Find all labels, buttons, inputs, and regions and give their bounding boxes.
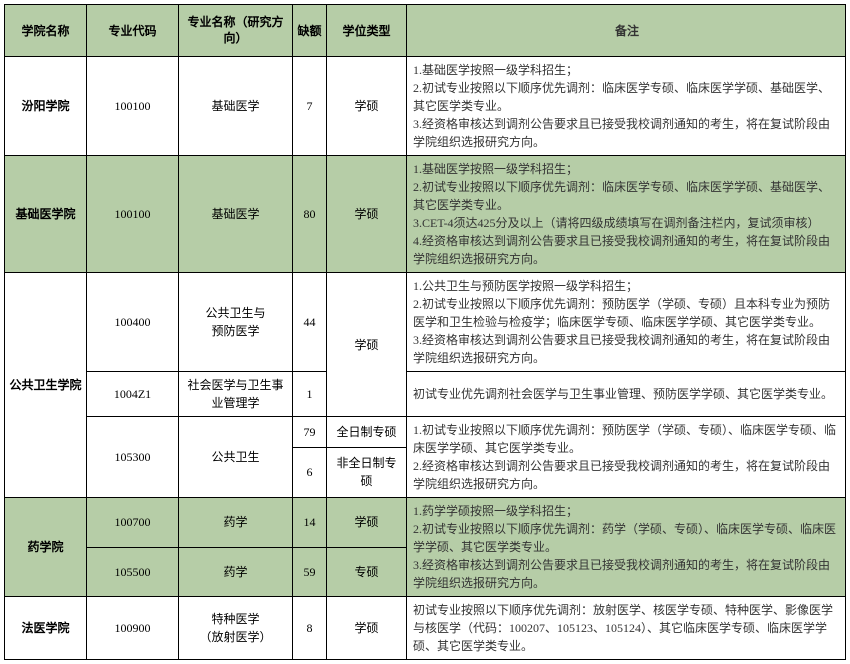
cell-school: 汾阳学院 xyxy=(5,57,87,156)
cell-major: 特种医学（放射医学） xyxy=(179,597,293,660)
cell-notes: 1.基础医学按照一级学科招生；2.初试专业按照以下顺序优先调剂：临床医学专硕、临… xyxy=(407,156,846,273)
cell-notes: 1.基础医学按照一级学科招生；2.初试专业按照以下顺序优先调剂：临床医学专硕、临… xyxy=(407,57,846,156)
cell-school: 基础医学院 xyxy=(5,156,87,273)
header-code: 专业代码 xyxy=(87,5,179,57)
cell-code: 100900 xyxy=(87,597,179,660)
cell-degree: 全日制专硕 xyxy=(327,417,407,447)
cell-major: 公共卫生 xyxy=(179,417,293,498)
cell-major: 公共卫生与预防医学 xyxy=(179,273,293,372)
header-degree: 学位类型 xyxy=(327,5,407,57)
cell-quota: 59 xyxy=(293,547,327,597)
header-major: 专业名称（研究方向） xyxy=(179,5,293,57)
cell-quota: 80 xyxy=(293,156,327,273)
header-school: 学院名称 xyxy=(5,5,87,57)
cell-degree: 学硕 xyxy=(327,273,407,417)
table-row: 公共卫生学院100400公共卫生与预防医学44学硕1.公共卫生与预防医学按照一级… xyxy=(5,273,846,372)
table-row: 基础医学院100100基础医学80学硕1.基础医学按照一级学科招生；2.初试专业… xyxy=(5,156,846,273)
cell-major: 社会医学与卫生事业管理学 xyxy=(179,372,293,417)
header-quota: 缺额 xyxy=(293,5,327,57)
cell-school: 药学院 xyxy=(5,498,87,597)
cell-notes: 1.初试专业按照以下顺序优先调剂：预防医学（学硕、专硕）、临床医学专硕、临床医学… xyxy=(407,417,846,498)
cell-major: 药学 xyxy=(179,498,293,548)
cell-degree: 学硕 xyxy=(327,156,407,273)
table-row: 105300公共卫生79全日制专硕1.初试专业按照以下顺序优先调剂：预防医学（学… xyxy=(5,417,846,447)
table-row: 汾阳学院100100基础医学7学硕1.基础医学按照一级学科招生；2.初试专业按照… xyxy=(5,57,846,156)
cell-major: 药学 xyxy=(179,547,293,597)
cell-degree: 学硕 xyxy=(327,597,407,660)
cell-notes: 初试专业按照以下顺序优先调剂：放射医学、核医学专硕、特种医学、影像医学与核医学（… xyxy=(407,597,846,660)
cell-code: 105300 xyxy=(87,417,179,498)
table-row: 法医学院100900特种医学（放射医学）8学硕初试专业按照以下顺序优先调剂：放射… xyxy=(5,597,846,660)
cell-code: 100400 xyxy=(87,273,179,372)
cell-quota: 44 xyxy=(293,273,327,372)
header-row: 学院名称 专业代码 专业名称（研究方向） 缺额 学位类型 备注 xyxy=(5,5,846,57)
cell-degree: 学硕 xyxy=(327,57,407,156)
admissions-table: 学院名称 专业代码 专业名称（研究方向） 缺额 学位类型 备注 汾阳学院1001… xyxy=(4,4,846,660)
cell-degree: 学硕 xyxy=(327,498,407,548)
cell-code: 100700 xyxy=(87,498,179,548)
cell-quota: 6 xyxy=(293,447,327,498)
cell-code: 1004Z1 xyxy=(87,372,179,417)
cell-code: 105500 xyxy=(87,547,179,597)
cell-code: 100100 xyxy=(87,57,179,156)
header-notes: 备注 xyxy=(407,5,846,57)
table-row: 1004Z1社会医学与卫生事业管理学1 初试专业优先调剂社会医学与卫生事业管理、预… xyxy=(5,372,846,417)
cell-notes: 1.药学学硕按照一级学科招生；2.初试专业按照以下顺序优先调剂：药学（学硕、专硕… xyxy=(407,498,846,597)
table-body: 汾阳学院100100基础医学7学硕1.基础医学按照一级学科招生；2.初试专业按照… xyxy=(5,57,846,660)
cell-quota: 79 xyxy=(293,417,327,447)
cell-major: 基础医学 xyxy=(179,156,293,273)
cell-quota: 7 xyxy=(293,57,327,156)
cell-code: 100100 xyxy=(87,156,179,273)
cell-notes: 1.公共卫生与预防医学按照一级学科招生；2.初试专业按照以下顺序优先调剂：预防医… xyxy=(407,273,846,372)
cell-quota: 1 xyxy=(293,372,327,417)
cell-school: 法医学院 xyxy=(5,597,87,660)
table-row: 药学院100700药学14学硕1.药学学硕按照一级学科招生；2.初试专业按照以下… xyxy=(5,498,846,548)
cell-school: 公共卫生学院 xyxy=(5,273,87,498)
cell-quota: 8 xyxy=(293,597,327,660)
cell-degree: 专硕 xyxy=(327,547,407,597)
cell-major: 基础医学 xyxy=(179,57,293,156)
cell-notes: 初试专业优先调剂社会医学与卫生事业管理、预防医学学硕、其它医学类专业。 xyxy=(407,372,846,417)
cell-degree: 非全日制专硕 xyxy=(327,447,407,498)
cell-quota: 14 xyxy=(293,498,327,548)
